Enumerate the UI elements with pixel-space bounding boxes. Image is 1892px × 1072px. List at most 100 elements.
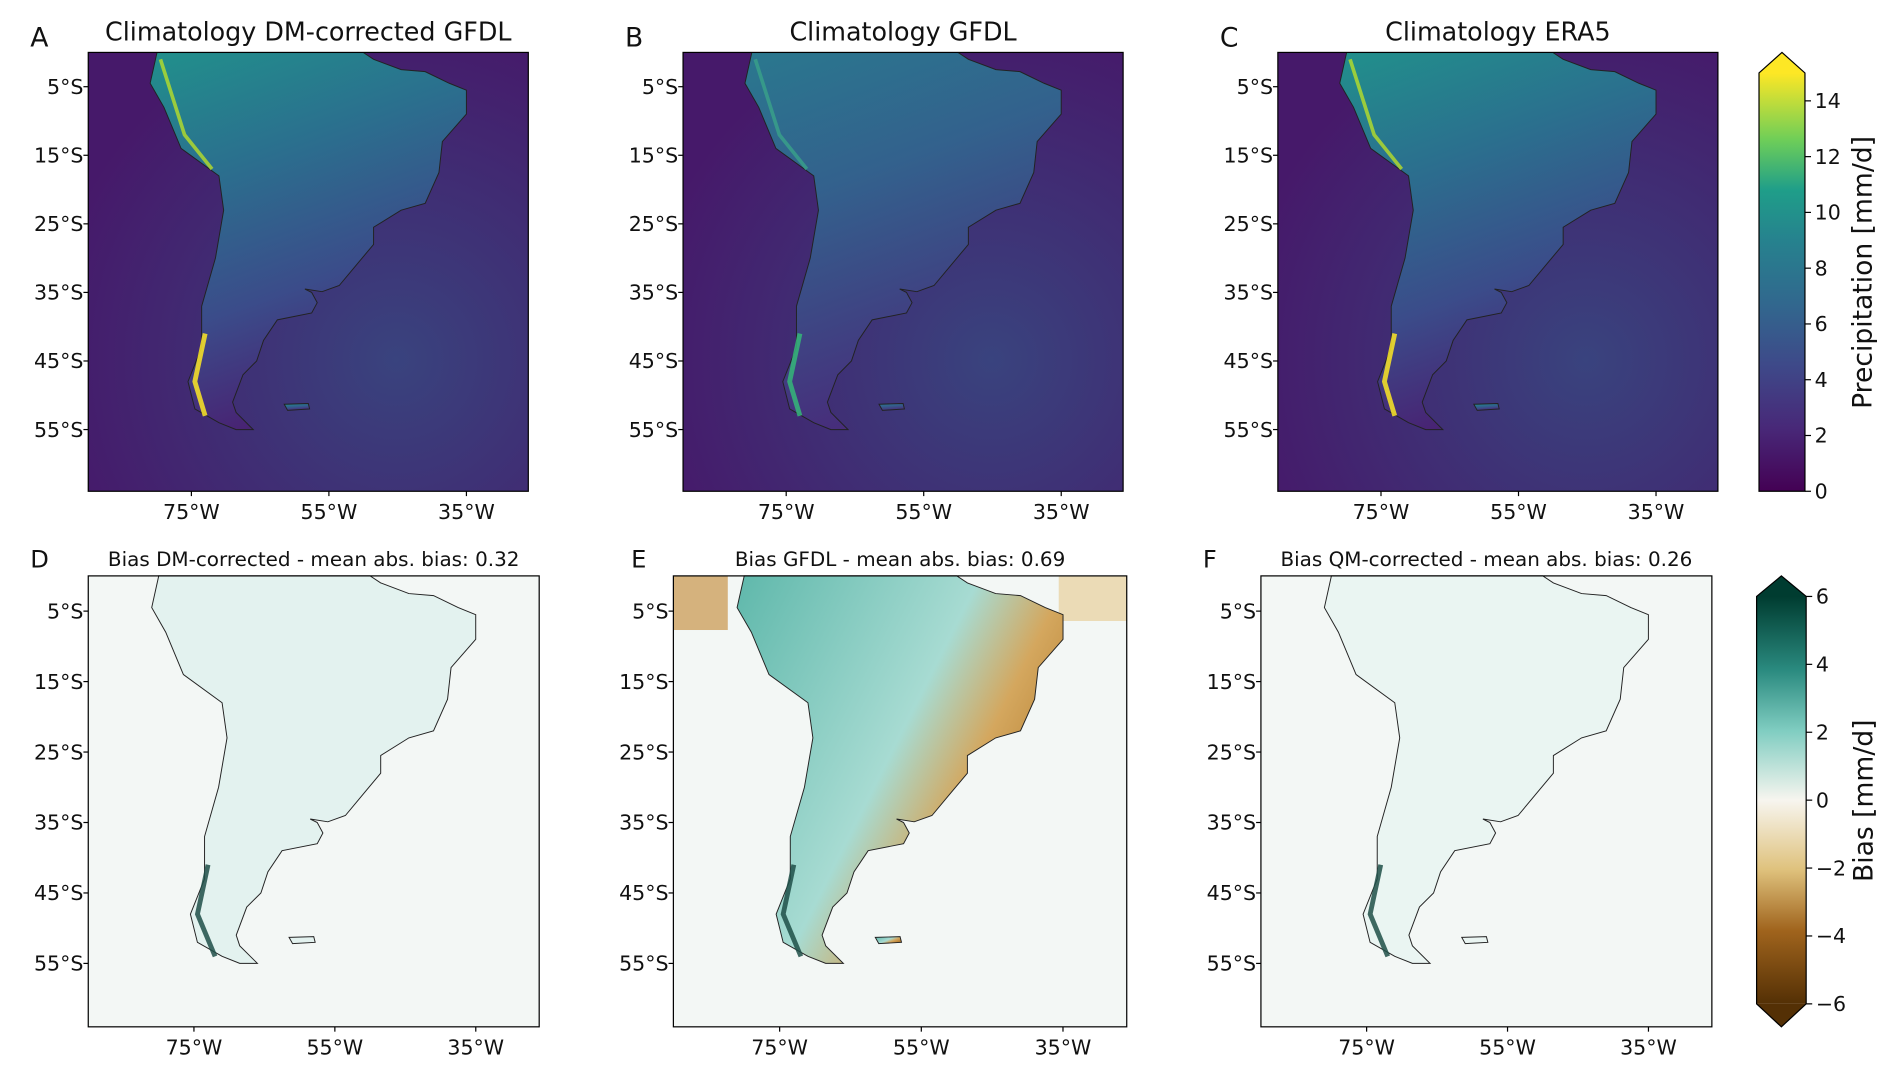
island: [288, 936, 316, 945]
map-frame: [672, 575, 1128, 1028]
lat-tick-label: 45°S: [1207, 881, 1256, 905]
lat-tick-label: 15°S: [619, 670, 668, 694]
map-panel: C Climatology ERA5 5°S 15°S 25°S 35°S 45°S 55°S…: [1220, 16, 1719, 524]
lat-tick-label: 45°S: [34, 881, 83, 905]
colorbar-extend: [1756, 1003, 1807, 1027]
lon-tick-label: 75°W: [751, 1036, 808, 1060]
lat-tick-label: 5°S: [1237, 75, 1273, 99]
colorbar-tick-label: 14: [1815, 89, 1841, 113]
land: [149, 51, 467, 431]
map-panel: D Bias DM-corrected - mean abs. bias: 0.3…: [30, 545, 540, 1060]
lat-tick-label: 35°S: [34, 281, 83, 305]
andes-band: [1348, 58, 1404, 171]
colorbar-tick-label: 10: [1815, 201, 1841, 225]
bias-patch: [673, 575, 728, 631]
map-panel: E Bias GFDL - mean abs. bias: 0.69 5°S 15°S…: [619, 545, 1128, 1060]
land: [1323, 575, 1649, 964]
land: [151, 575, 477, 964]
panel-letter: D: [30, 545, 49, 573]
lat-tick-label: 25°S: [619, 740, 668, 764]
lon-tick-label: 55°W: [895, 500, 952, 524]
colorbar-tick-label: 4: [1816, 653, 1829, 677]
lon-tick-label: 75°W: [1338, 1036, 1395, 1060]
chile-band: [192, 333, 208, 417]
colorbar-tick-label: 4: [1815, 368, 1828, 392]
lat-tick-label: 45°S: [34, 349, 83, 373]
panel-title: Bias GFDL - mean abs. bias: 0.69: [735, 547, 1065, 571]
colorbar-extend: [1759, 52, 1805, 73]
lat-tick-label: 15°S: [34, 144, 83, 168]
colorbar-extend: [1756, 575, 1807, 597]
lat-tick-label: 55°S: [34, 952, 83, 976]
colorbar-fill: [1756, 596, 1807, 1004]
andes-band: [158, 58, 214, 171]
lat-tick-label: 15°S: [629, 144, 678, 168]
colorbar-tick-label: 2: [1815, 424, 1828, 448]
lat-tick-label: 15°S: [34, 670, 83, 694]
lon-tick-label: 75°W: [758, 500, 815, 524]
colorbar-tick-label: 8: [1815, 256, 1828, 280]
colorbar-tick-label: 6: [1815, 312, 1828, 336]
lon-tick-label: 75°W: [166, 1036, 223, 1060]
lon-tick-label: 35°W: [447, 1036, 504, 1060]
lat-tick-label: 5°S: [642, 75, 678, 99]
panel-title: Climatology GFDL: [789, 16, 1016, 46]
lon-tick-label: 55°W: [306, 1036, 363, 1060]
lat-tick-label: 45°S: [629, 349, 678, 373]
map-frame: [87, 575, 540, 1028]
colorbar-label: Precipitation [mm/d]: [1847, 136, 1878, 409]
lon-tick-label: 35°W: [1620, 1036, 1677, 1060]
lat-tick-label: 55°S: [629, 418, 678, 442]
colorbar: −6 −4 −2 0 2 4 6 Bias [mm/d]: [1755, 575, 1880, 1028]
lat-tick-label: 35°S: [629, 281, 678, 305]
colorbar-tick-label: 0: [1815, 480, 1828, 504]
colorbar-tick-label: 0: [1816, 788, 1829, 812]
colorbar-tick-label: 6: [1816, 585, 1829, 609]
lat-tick-label: 25°S: [34, 740, 83, 764]
map-frame: [1260, 575, 1713, 1028]
lat-tick-label: 25°S: [629, 212, 678, 236]
lon-tick-label: 35°W: [1628, 500, 1685, 524]
lat-tick-label: 55°S: [1224, 418, 1273, 442]
lat-tick-label: 25°S: [34, 212, 83, 236]
land: [744, 51, 1062, 431]
colorbar-label: Bias [mm/d]: [1849, 719, 1880, 882]
lon-tick-label: 35°W: [438, 500, 495, 524]
panel-title: Bias DM-corrected - mean abs. bias: 0.32: [108, 547, 520, 571]
lon-tick-label: 55°W: [301, 500, 358, 524]
land: [736, 575, 1064, 964]
map-panel: B Climatology GFDL 5°S 15°S 25°S 35°S 45°S 55°S…: [625, 16, 1124, 524]
lat-tick-label: 45°S: [619, 881, 668, 905]
lat-tick-label: 25°S: [1207, 740, 1256, 764]
map-frame: [682, 51, 1124, 492]
lat-tick-label: 55°S: [619, 952, 668, 976]
land: [1339, 51, 1657, 431]
lon-tick-label: 55°W: [1490, 500, 1547, 524]
andes-band: [753, 58, 809, 171]
lat-tick-label: 35°S: [34, 811, 83, 835]
lat-tick-label: 55°S: [34, 418, 83, 442]
lat-tick-label: 15°S: [1207, 670, 1256, 694]
colorbar-fill: [1759, 72, 1805, 492]
island: [1473, 403, 1500, 411]
map-panel: A Climatology DM-corrected GFDL 5°S 15°S 25°…: [30, 16, 529, 524]
lon-tick-label: 35°W: [1033, 500, 1090, 524]
lat-tick-label: 35°S: [1207, 811, 1256, 835]
chile-band: [194, 864, 218, 958]
colorbar-tick-label: −2: [1816, 856, 1846, 880]
lat-tick-label: 35°S: [619, 811, 668, 835]
lat-tick-label: 5°S: [1220, 599, 1256, 623]
lat-tick-label: 5°S: [632, 599, 668, 623]
island: [874, 936, 903, 945]
panel-letter: B: [625, 22, 643, 53]
lat-tick-label: 5°S: [47, 599, 83, 623]
lat-tick-label: 35°S: [1224, 281, 1273, 305]
panel-title: Bias QM-corrected - mean abs. bias: 0.26: [1280, 547, 1692, 571]
island: [283, 403, 311, 411]
panel-letter: A: [30, 22, 48, 53]
lon-tick-label: 75°W: [163, 500, 220, 524]
island: [1460, 936, 1489, 945]
colorbar-tick-label: 12: [1815, 145, 1841, 169]
